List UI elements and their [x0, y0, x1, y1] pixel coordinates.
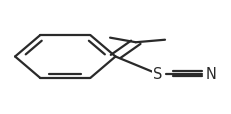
Text: N: N: [206, 67, 217, 82]
Text: S: S: [153, 67, 162, 82]
